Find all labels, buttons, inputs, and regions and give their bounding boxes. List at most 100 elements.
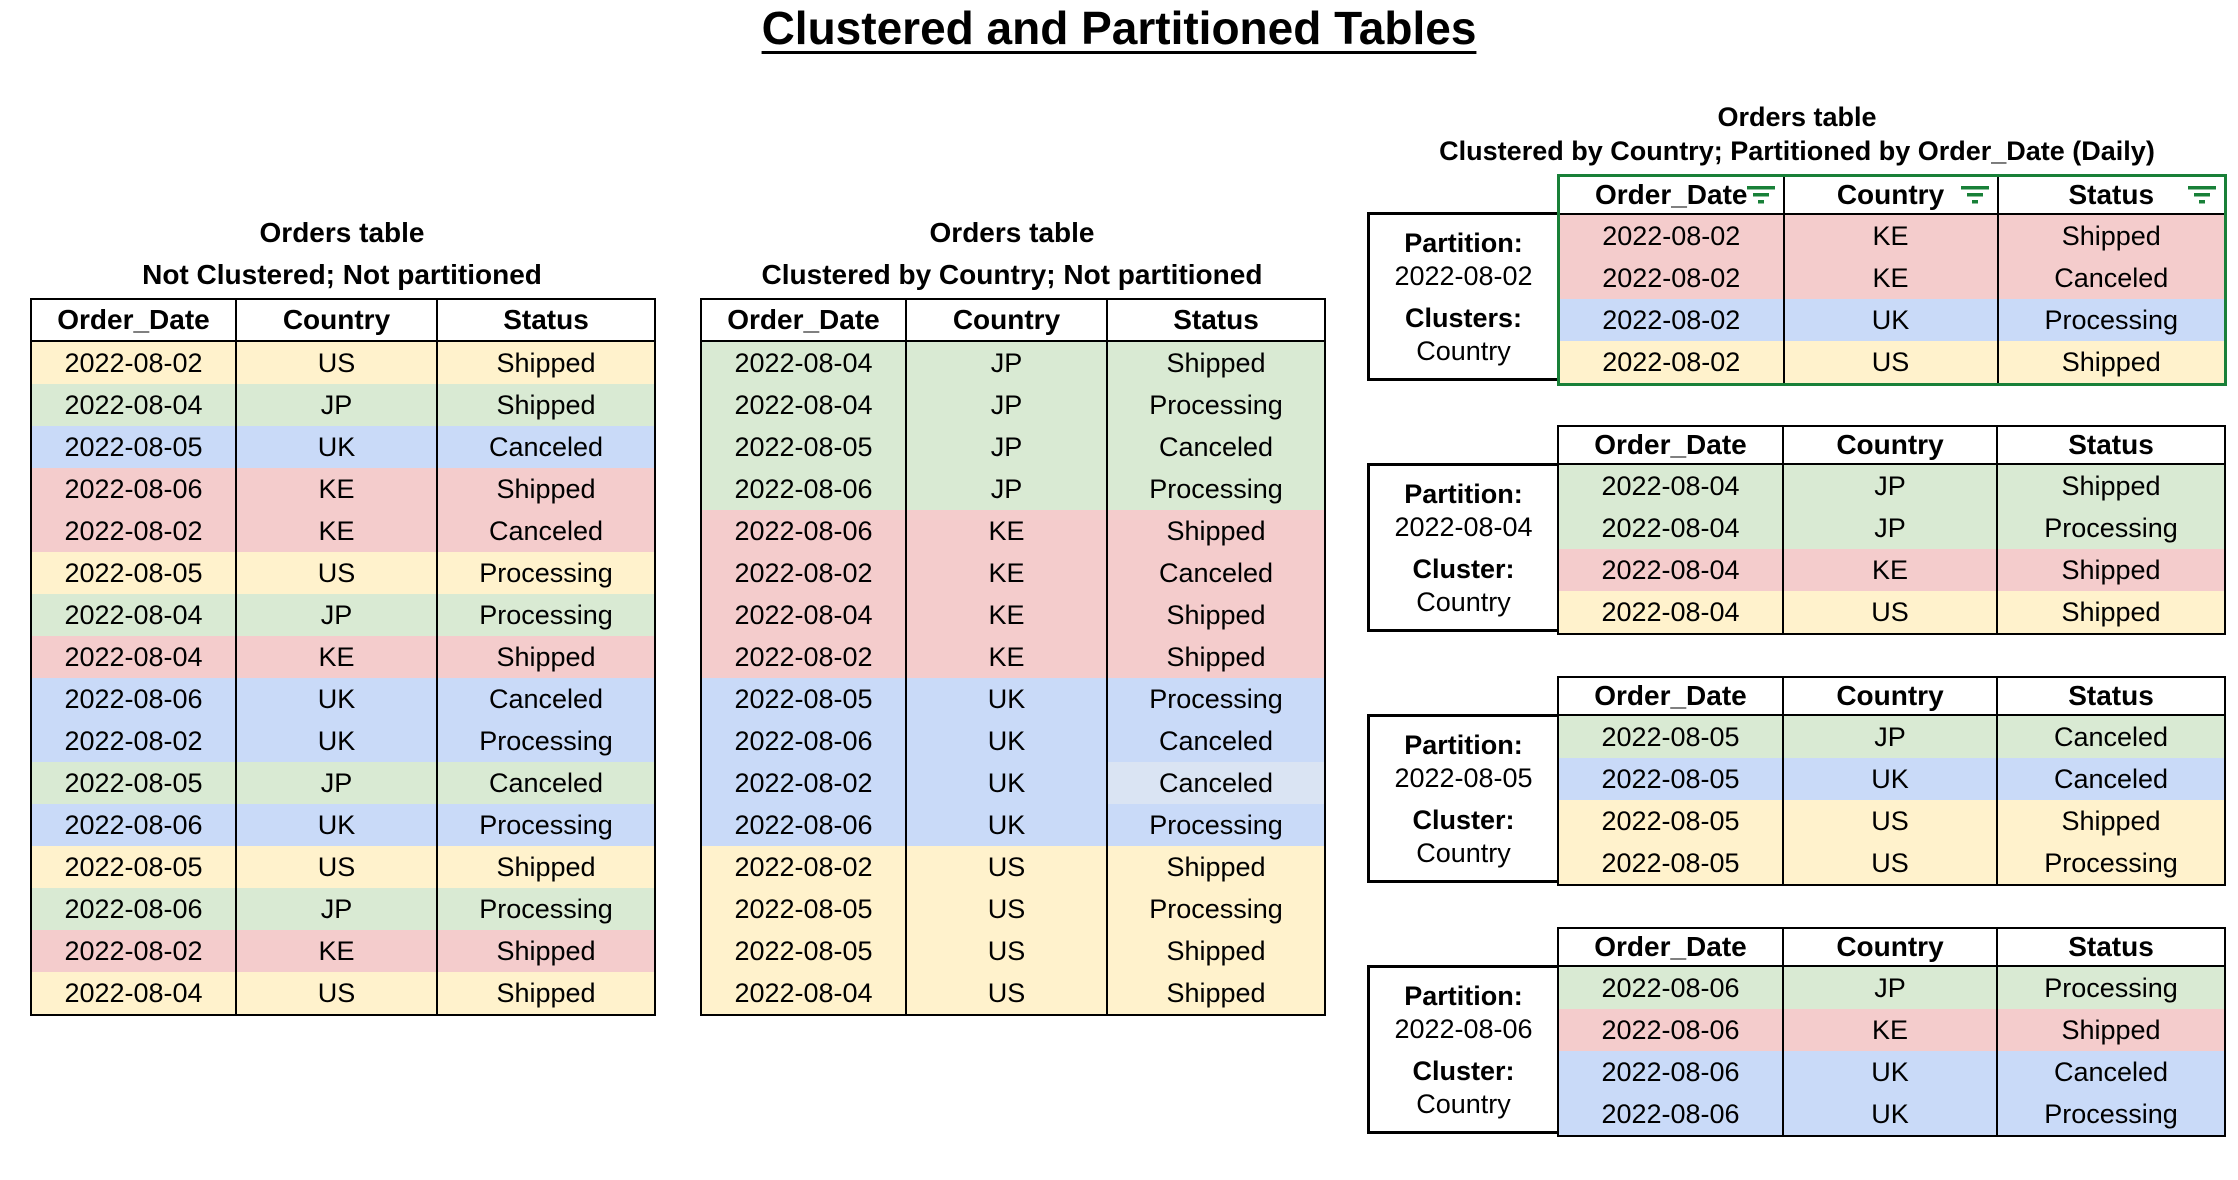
cell-status: Shipped (436, 972, 656, 1015)
order-row: 2022-08-05 US Processing (700, 888, 1326, 930)
cell-order-date: 2022-08-04 (1557, 464, 1784, 507)
cell-status: Processing (1996, 1093, 2226, 1136)
cell-country: KE (905, 594, 1108, 636)
cell-order-date: 2022-08-05 (1557, 842, 1784, 885)
cell-country: JP (1782, 966, 1998, 1009)
column-header-status: Status (1996, 174, 2227, 215)
cell-country: JP (235, 762, 438, 804)
order-row: 2022-08-04 US Shipped (30, 972, 656, 1015)
cell-status: Shipped (436, 930, 656, 972)
cell-status: Shipped (1996, 591, 2226, 634)
cluster-value: Country (1416, 838, 1511, 868)
cell-order-date: 2022-08-05 (700, 888, 907, 930)
cell-status: Shipped (1106, 510, 1326, 552)
order-row: 2022-08-04 KE Shipped (1557, 549, 2226, 591)
order-row: 2022-08-06 UK Processing (30, 804, 656, 846)
column-header-country: Country (1782, 676, 1998, 716)
cell-order-date: 2022-08-05 (700, 930, 907, 972)
cell-status: Canceled (1996, 1051, 2226, 1093)
cell-status: Shipped (1106, 341, 1326, 384)
cell-status: Shipped (436, 468, 656, 510)
cell-country: US (905, 930, 1108, 972)
cell-order-date: 2022-08-02 (30, 930, 237, 972)
column-header-country: Country (1782, 425, 1998, 465)
partition-label-box: Partition: 2022-08-05 Cluster: Country (1367, 714, 1557, 883)
cell-order-date: 2022-08-02 (1557, 341, 1785, 385)
cell-order-date: 2022-08-05 (700, 426, 907, 468)
cluster-value: Country (1416, 336, 1511, 366)
cell-country: JP (235, 888, 438, 930)
cell-order-date: 2022-08-02 (1557, 257, 1785, 299)
table-subtitle: Not Clustered; Not partitioned (142, 259, 542, 290)
cluster-label-group: Cluster: Country (1370, 804, 1557, 870)
header-row: Order_Date Country Status (1557, 676, 2226, 716)
cell-order-date: 2022-08-05 (1557, 800, 1784, 842)
cell-status: Processing (1106, 384, 1326, 426)
cell-order-date: 2022-08-02 (1557, 299, 1785, 341)
cell-status: Shipped (1106, 930, 1326, 972)
column-header-order_date: Order_Date (1557, 425, 1784, 465)
cell-country: KE (235, 468, 438, 510)
column-header-order_date: Order_Date (1557, 174, 1785, 215)
cluster-label: Cluster: (1412, 554, 1515, 584)
order-row: 2022-08-06 JP Processing (700, 468, 1326, 510)
cell-order-date: 2022-08-06 (1557, 1051, 1784, 1093)
column-header-order_date: Order_Date (1557, 927, 1784, 967)
orders-table-clustered: Order_Date Country Status 2022-08-04 JP Shipp… (700, 298, 1326, 1016)
cell-country: KE (1782, 1009, 1998, 1051)
cell-status: Shipped (1106, 594, 1326, 636)
order-row: 2022-08-05 US Processing (30, 552, 656, 594)
orders-table-partition-2022-08-04: Order_Date Country Status 2022-08-04 JP Shipp… (1557, 425, 2226, 635)
cell-order-date: 2022-08-06 (1557, 1009, 1784, 1051)
cluster-value: Country (1416, 1089, 1511, 1119)
partition-value: 2022-08-04 (1394, 512, 1533, 542)
cell-country: UK (235, 720, 438, 762)
order-row: 2022-08-02 US Shipped (700, 846, 1326, 888)
partition-label-group: Partition: 2022-08-02 (1370, 227, 1557, 293)
table-title: Orders table (929, 217, 1095, 248)
order-row: 2022-08-06 KE Shipped (30, 468, 656, 510)
cell-status: Canceled (436, 678, 656, 720)
order-row: 2022-08-05 JP Canceled (700, 426, 1326, 468)
column-header-status: Status (1996, 676, 2226, 716)
cell-country: UK (235, 426, 438, 468)
cell-status: Processing (1106, 888, 1326, 930)
order-row: 2022-08-02 KE Canceled (700, 552, 1326, 594)
cell-status: Shipped (1106, 846, 1326, 888)
cell-status: Shipped (1996, 1009, 2226, 1051)
cell-country: JP (235, 594, 438, 636)
cell-status: Processing (436, 594, 656, 636)
order-row: 2022-08-04 US Shipped (1557, 591, 2226, 634)
header-row: Order_Date Country Status (700, 298, 1326, 342)
cell-country: US (1782, 591, 1998, 634)
order-row: 2022-08-02 UK Processing (1557, 299, 2227, 341)
cell-country: JP (1782, 464, 1998, 507)
cell-status: Shipped (1996, 214, 2227, 257)
order-row: 2022-08-02 US Shipped (1557, 341, 2227, 385)
cell-country: JP (1782, 507, 1998, 549)
cell-order-date: 2022-08-02 (700, 636, 907, 678)
cell-order-date: 2022-08-05 (30, 762, 237, 804)
order-row: 2022-08-06 JP Processing (1557, 966, 2226, 1009)
column-header-status: Status (1996, 927, 2226, 967)
cell-order-date: 2022-08-05 (1557, 758, 1784, 800)
cell-order-date: 2022-08-05 (30, 552, 237, 594)
cluster-label: Cluster: (1412, 805, 1515, 835)
cell-status: Canceled (436, 510, 656, 552)
cell-status: Processing (436, 804, 656, 846)
cell-status: Processing (436, 888, 656, 930)
partition-label: Partition: (1404, 479, 1523, 509)
column-header-country: Country (1782, 174, 1999, 215)
cell-order-date: 2022-08-04 (30, 384, 237, 426)
cell-country: JP (905, 384, 1108, 426)
table-block-unclustered: Orders table Not Clustered; Not partitio… (30, 212, 656, 1016)
cell-country: UK (1782, 299, 1999, 341)
cell-status: Processing (1996, 842, 2226, 885)
filter-icon (1960, 186, 1989, 204)
cell-order-date: 2022-08-04 (1557, 507, 1784, 549)
cluster-label: Clusters: (1404, 303, 1523, 333)
cell-order-date: 2022-08-04 (700, 972, 907, 1015)
cell-status: Canceled (436, 426, 656, 468)
cell-status: Shipped (436, 846, 656, 888)
cell-country: KE (905, 510, 1108, 552)
